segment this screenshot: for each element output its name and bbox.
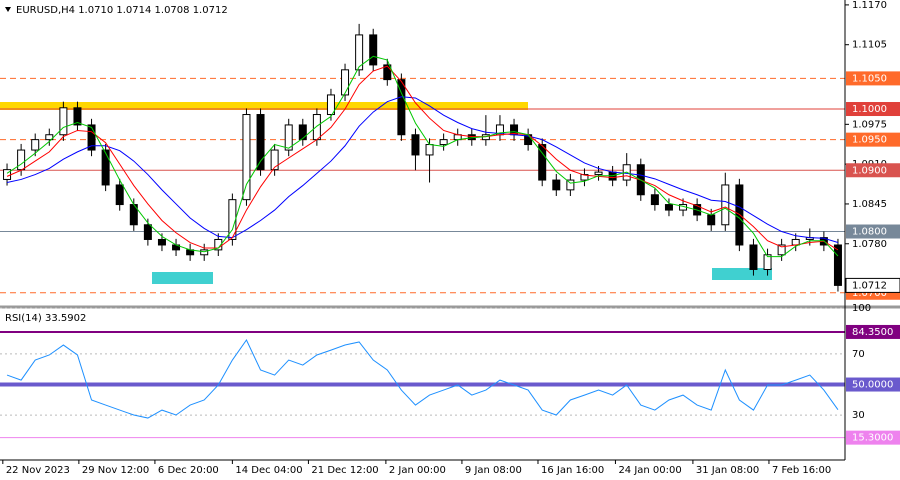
moving-average (6, 55, 839, 258)
candle-body (284, 124, 293, 151)
y-tick-label: 1.1105 (852, 40, 887, 51)
level-label: 84.3500 (852, 327, 893, 338)
candle-body (538, 144, 547, 181)
y-tick-label: 1.1170 (852, 0, 887, 11)
candle-body (763, 254, 772, 270)
candle-body (777, 244, 786, 256)
support-zone (152, 272, 213, 284)
x-tick-label: 9 Jan 08:00 (465, 465, 522, 476)
level-label: 1.0950 (852, 135, 887, 146)
candle-body (594, 171, 603, 176)
level-label-box (846, 132, 900, 147)
moving-average (6, 65, 839, 251)
candle-body (242, 114, 251, 201)
level-label: 1.0900 (852, 165, 887, 176)
x-tick-label: 14 Dec 04:00 (235, 465, 302, 476)
x-tick-label: 16 Jan 16:00 (541, 465, 604, 476)
candle-body (59, 107, 68, 136)
candle-body (298, 124, 307, 141)
candle-body (650, 194, 659, 206)
last-price-box (845, 277, 900, 293)
candle-body (355, 34, 364, 71)
price-panel: 1.11701.11051.09751.09101.08451.07801.10… (0, 0, 900, 300)
candle-body (200, 249, 209, 256)
x-tick-label: 31 Jan 08:00 (696, 465, 759, 476)
candle-body (664, 204, 673, 211)
candle-body (425, 144, 434, 156)
candle-body (256, 114, 265, 171)
level-label: 1.0700 (852, 288, 887, 299)
level-label: 50.0000 (852, 380, 893, 391)
candle-body (566, 179, 575, 191)
level-label: 1.1000 (852, 104, 887, 115)
y-tick-label: 70 (852, 349, 865, 360)
candle-body (115, 184, 124, 206)
x-tick-label: 29 Nov 12:00 (82, 465, 149, 476)
level-label-box (846, 324, 900, 339)
last-price-label: 1.0712 (852, 280, 887, 291)
x-tick-label: 24 Jan 00:00 (618, 465, 681, 476)
candle-body (580, 174, 589, 181)
candle-body (552, 179, 561, 191)
candle-body (439, 139, 448, 146)
y-tick-label: 100 (852, 303, 871, 314)
x-tick-label: 2 Jan 00:00 (389, 465, 446, 476)
candle-body (397, 79, 406, 136)
x-tick-label: 21 Dec 12:00 (311, 465, 378, 476)
candle-body (341, 69, 350, 96)
level-label-box (846, 224, 900, 239)
rsi-panel: 100 70 30 84.3500 50.0000 15.3000 22 Nov 2023 2… (0, 303, 900, 476)
candle-body (326, 94, 335, 116)
level-label-box (846, 430, 900, 445)
candle-body (312, 114, 321, 141)
candle-body (707, 214, 716, 226)
y-tick-label: 1.0780 (852, 239, 887, 250)
candle-body (749, 244, 758, 270)
symbol-header: EURUSD,H4 1.0710 1.0714 1.0708 1.0712 (16, 5, 228, 16)
rsi-header: RSI(14) 33.5902 (5, 313, 86, 324)
moving-average (6, 96, 839, 244)
level-label-box (846, 163, 900, 178)
support-zone (712, 268, 772, 280)
candle-body (270, 149, 279, 171)
rsi-line (6, 338, 839, 419)
candle-body (17, 149, 26, 171)
level-label: 15.3000 (852, 433, 893, 444)
level-label-box (846, 102, 900, 117)
candle-body (369, 34, 378, 66)
candle-body (73, 107, 82, 126)
candle-body (3, 169, 12, 180)
candle-body (383, 64, 392, 81)
level-label: 1.1050 (852, 73, 887, 84)
candle-body (214, 238, 223, 251)
candle-body (833, 244, 842, 286)
candle-body (101, 149, 110, 186)
y-tick-label: 1.0845 (852, 199, 887, 210)
x-tick-label: 22 Nov 2023 (6, 465, 70, 476)
y-tick-label: 1.0975 (852, 119, 887, 130)
candle-body (45, 134, 54, 141)
level-label: 1.0800 (852, 227, 887, 238)
candle-body (31, 139, 40, 151)
y-tick-label: 30 (852, 410, 865, 421)
candle-body (143, 224, 152, 240)
candle-body (157, 238, 166, 246)
candle-body (721, 184, 730, 226)
candle-body (87, 124, 96, 151)
level-label-box (846, 377, 900, 392)
level-label-box (846, 71, 900, 86)
menu-arrow[interactable] (5, 7, 11, 12)
x-tick-label: 7 Feb 16:00 (772, 465, 831, 476)
resistance-zone (0, 102, 528, 110)
candle-body (411, 134, 420, 156)
x-tick-label: 6 Dec 20:00 (158, 465, 219, 476)
